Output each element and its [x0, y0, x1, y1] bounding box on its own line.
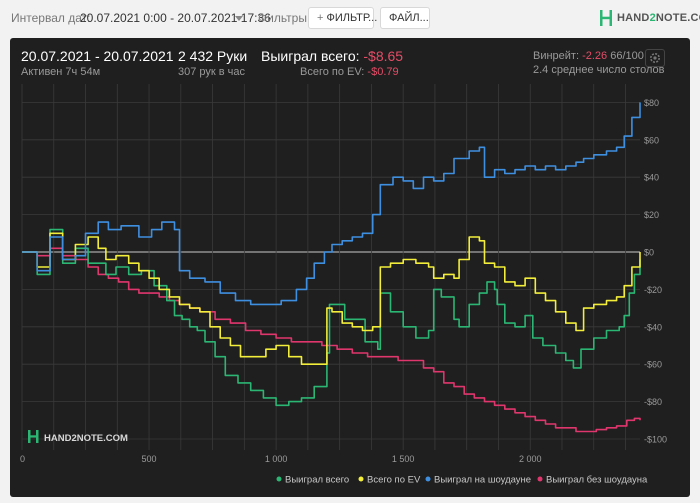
x-tick-label: 1 500 [392, 454, 415, 464]
x-tick-label: 1 000 [265, 454, 288, 464]
filters-label: Фильтры: [258, 11, 311, 25]
summary-ev-total: Всего по EV: -$0.79 [300, 66, 399, 78]
summary-hands-rate: 307 рук в час [178, 66, 246, 78]
y-tick-label: $40 [644, 173, 659, 183]
y-tick-label: -$100 [644, 435, 667, 445]
brand-text: HAND2NOTE.COM [617, 12, 700, 24]
summary-won-total: Выиграл всего: -$8.65 [261, 48, 404, 64]
watermark-bar-cross [28, 435, 39, 438]
legend-marker [276, 476, 282, 482]
legend-entry: Выиграл без шоудауна [546, 475, 648, 486]
y-tick-label: $80 [644, 98, 659, 108]
plus-icon: + [317, 12, 324, 24]
y-tick-label: $20 [644, 210, 659, 220]
legend-marker [537, 476, 543, 482]
y-tick-label: -$80 [644, 397, 662, 407]
summary-tables-avg: 2.4 среднее число столов [533, 64, 665, 76]
y-tick-label: $60 [644, 135, 659, 145]
series-line-1 [22, 232, 641, 365]
chart-legend: Выиграл всего Всего по EV Выиграл на шоуда… [276, 475, 648, 486]
settings-button[interactable] [645, 49, 665, 67]
series-line-0 [22, 228, 641, 407]
file-button[interactable]: ФАЙЛ... [380, 7, 430, 29]
y-tick-label: -$20 [644, 285, 662, 295]
legend-marker [425, 476, 431, 482]
filter-button-label: ФИЛЬТР... [326, 12, 378, 24]
y-tick-label: $0 [644, 248, 654, 258]
chart-series [22, 102, 641, 433]
summary-winrate: Винрейт: -2.26 66/100 [533, 50, 644, 62]
x-tick-label: 500 [142, 454, 157, 464]
summary-date-range: 20.07.2021 - 20.07.2021 [21, 48, 174, 64]
file-button-label: ФАЙЛ... [389, 12, 429, 24]
summary-hands: 2 432 Руки [178, 48, 248, 64]
brand-logo: HAND2NOTE.COM [599, 9, 700, 27]
summary-active-time: Активен 7ч 54м [21, 66, 101, 78]
brand-h-icon [600, 10, 612, 26]
x-tick-label: 0 [20, 454, 25, 464]
legend-entry: Выиграл всего [285, 475, 349, 486]
legend-marker [358, 476, 364, 482]
date-interval-select[interactable]: 20.07.2021 0:00 - 20.07.2021 17:36 [80, 11, 271, 25]
y-tick-label: -$60 [644, 360, 662, 370]
chart-grid [21, 84, 640, 450]
chart-ticks: $80 $60 $40 $20 $0 -$20 -$40 -$60 -$80 -$100 0 500 1… [20, 98, 667, 464]
gear-icon [650, 53, 660, 63]
x-tick-label: 2 000 [519, 454, 542, 464]
y-tick-label: -$40 [644, 322, 662, 332]
legend-entry: Всего по EV [367, 475, 421, 486]
series-line-2 [22, 102, 641, 306]
legend-entry: Выиграл на шоудауне [434, 475, 531, 486]
chart-watermark-text: HAND2NOTE.COM [44, 433, 128, 444]
chevron-down-icon[interactable] [235, 16, 243, 21]
chart-watermark: HAND2NOTE.COM [28, 430, 128, 444]
filter-button[interactable]: + ФИЛЬТР... [308, 7, 377, 29]
date-interval-label: Интервал дат: [11, 11, 91, 25]
top-toolbar: Интервал дат: 20.07.2021 0:00 - 20.07.20… [0, 0, 700, 36]
series-line-3 [22, 247, 641, 433]
